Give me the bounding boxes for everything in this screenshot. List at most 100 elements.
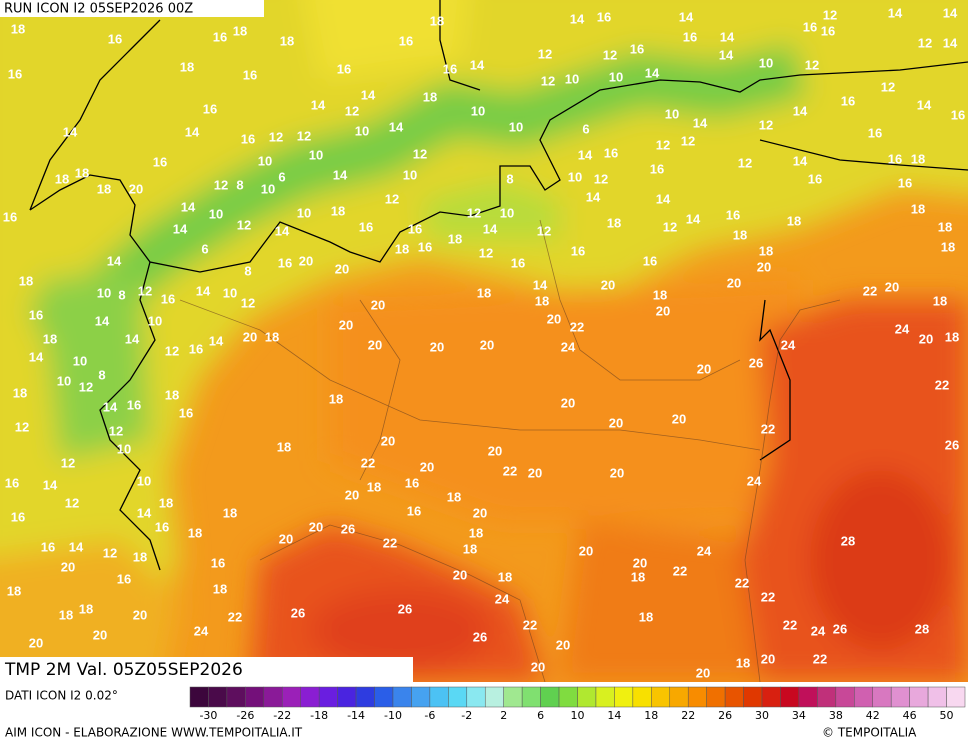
colorbar-box	[300, 686, 320, 708]
temperature-label: 10	[148, 313, 162, 328]
temperature-label: 18	[43, 331, 57, 346]
temperature-label: 12	[467, 205, 481, 220]
temperature-label: 18	[607, 215, 621, 230]
temperature-label: 14	[69, 539, 84, 554]
temperature-label: 24	[495, 591, 510, 606]
temperature-label: 22	[761, 589, 775, 604]
temperature-label: 18	[477, 285, 491, 300]
temperature-label: 18	[498, 569, 512, 584]
temperature-label: 12	[538, 46, 552, 61]
temperature-label: 12	[15, 419, 29, 434]
temperature-label: 10	[261, 181, 275, 196]
title-box	[0, 0, 264, 17]
colorbar-tick-label: 42	[866, 709, 880, 722]
temperature-label: 16	[808, 171, 822, 186]
colorbar-box	[927, 686, 947, 708]
temperature-label: 12	[823, 7, 837, 22]
colorbar-tick-label: -14	[347, 709, 365, 722]
variable-box	[0, 657, 413, 682]
temperature-label: 16	[243, 67, 257, 82]
temperature-label: 12	[214, 177, 228, 192]
temperature-label: 8	[244, 263, 251, 278]
temperature-label: 14	[483, 221, 498, 236]
colorbar-tick-label: 34	[792, 709, 806, 722]
colorbar-box	[540, 686, 560, 708]
temperature-label: 22	[863, 283, 877, 298]
temperature-label: 10	[665, 106, 679, 121]
temperature-label: 20	[919, 331, 933, 346]
temperature-label: 18	[787, 213, 801, 228]
temperature-label: 24	[811, 623, 826, 638]
temperature-label: 16	[153, 154, 167, 169]
temperature-label: 8	[98, 367, 105, 382]
temperature-label: 18	[233, 23, 247, 38]
temperature-label: 18	[463, 541, 477, 556]
colorbar-box	[577, 686, 597, 708]
temperature-label: 14	[719, 47, 734, 62]
temperature-label: 12	[103, 545, 117, 560]
temperature-label: 14	[570, 11, 585, 26]
temperature-label: 14	[686, 211, 701, 226]
temperature-label: 18	[941, 239, 955, 254]
temperature-label: 14	[586, 189, 601, 204]
temperature-label: 12	[537, 223, 551, 238]
temperature-label: 10	[509, 119, 523, 134]
colorbar-box	[687, 686, 707, 708]
temperature-label: 12	[237, 217, 251, 232]
temperature-label: 14	[679, 9, 694, 24]
colorbar-box	[355, 686, 375, 708]
temperature-label: 20	[609, 415, 623, 430]
temperature-label: 24	[781, 337, 796, 352]
temperature-label: 14	[656, 191, 671, 206]
temperature-label: 16	[179, 405, 193, 420]
temperature-label: 18	[59, 607, 73, 622]
colorbar-box	[724, 686, 744, 708]
temperature-label: 16	[511, 255, 525, 270]
temperature-label: 16	[3, 209, 17, 224]
temperature-label: 12	[681, 133, 695, 148]
temperature-label: 14	[693, 115, 708, 130]
temperature-label: 10	[355, 123, 369, 138]
temperature-label: 28	[841, 533, 855, 548]
temperature-label: 20	[473, 505, 487, 520]
temperature-label: 16	[726, 207, 740, 222]
temperature-label: 16	[241, 131, 255, 146]
temperature-label: 16	[571, 243, 585, 258]
colorbar-box	[429, 686, 449, 708]
temperature-label: 16	[211, 555, 225, 570]
temperature-label: 10	[309, 147, 323, 162]
colorbar-box	[392, 686, 412, 708]
temperature-label: 16	[803, 19, 817, 34]
temperature-label: 22	[761, 421, 775, 436]
temperature-label: 20	[885, 279, 899, 294]
temperature-label: 14	[125, 331, 140, 346]
temperature-label: 10	[403, 167, 417, 182]
temperature-label: 12	[61, 455, 75, 470]
temperature-label: 16	[888, 151, 902, 166]
temperature-label: 18	[19, 273, 33, 288]
temperature-label: 14	[29, 349, 44, 364]
temperature-label: 20	[633, 555, 647, 570]
temperature-label: 26	[945, 437, 959, 452]
temperature-label: 18	[759, 243, 773, 258]
temperature-label: 8	[236, 177, 243, 192]
temperature-label: 18	[159, 495, 173, 510]
temperature-label: 18	[329, 391, 343, 406]
colorbar-tick-label: -6	[424, 709, 435, 722]
temperature-label: 12	[663, 219, 677, 234]
temperature-label: 20	[345, 487, 359, 502]
temperature-label: 16	[203, 101, 217, 116]
colorbar-box	[282, 686, 301, 708]
temperature-label: 16	[127, 397, 141, 412]
temperature-label: 18	[11, 21, 25, 36]
temperature-label: 20	[430, 339, 444, 354]
temperature-label: 8	[118, 287, 125, 302]
temperature-label: 20	[656, 303, 670, 318]
colorbar-tick-label: 38	[829, 709, 843, 722]
colorbar-tick-label: -22	[273, 709, 291, 722]
colorbar-tick-label: 30	[755, 709, 769, 722]
temperature-label: 14	[533, 277, 548, 292]
temperature-label: 16	[418, 239, 432, 254]
colorbar-box	[706, 686, 726, 708]
